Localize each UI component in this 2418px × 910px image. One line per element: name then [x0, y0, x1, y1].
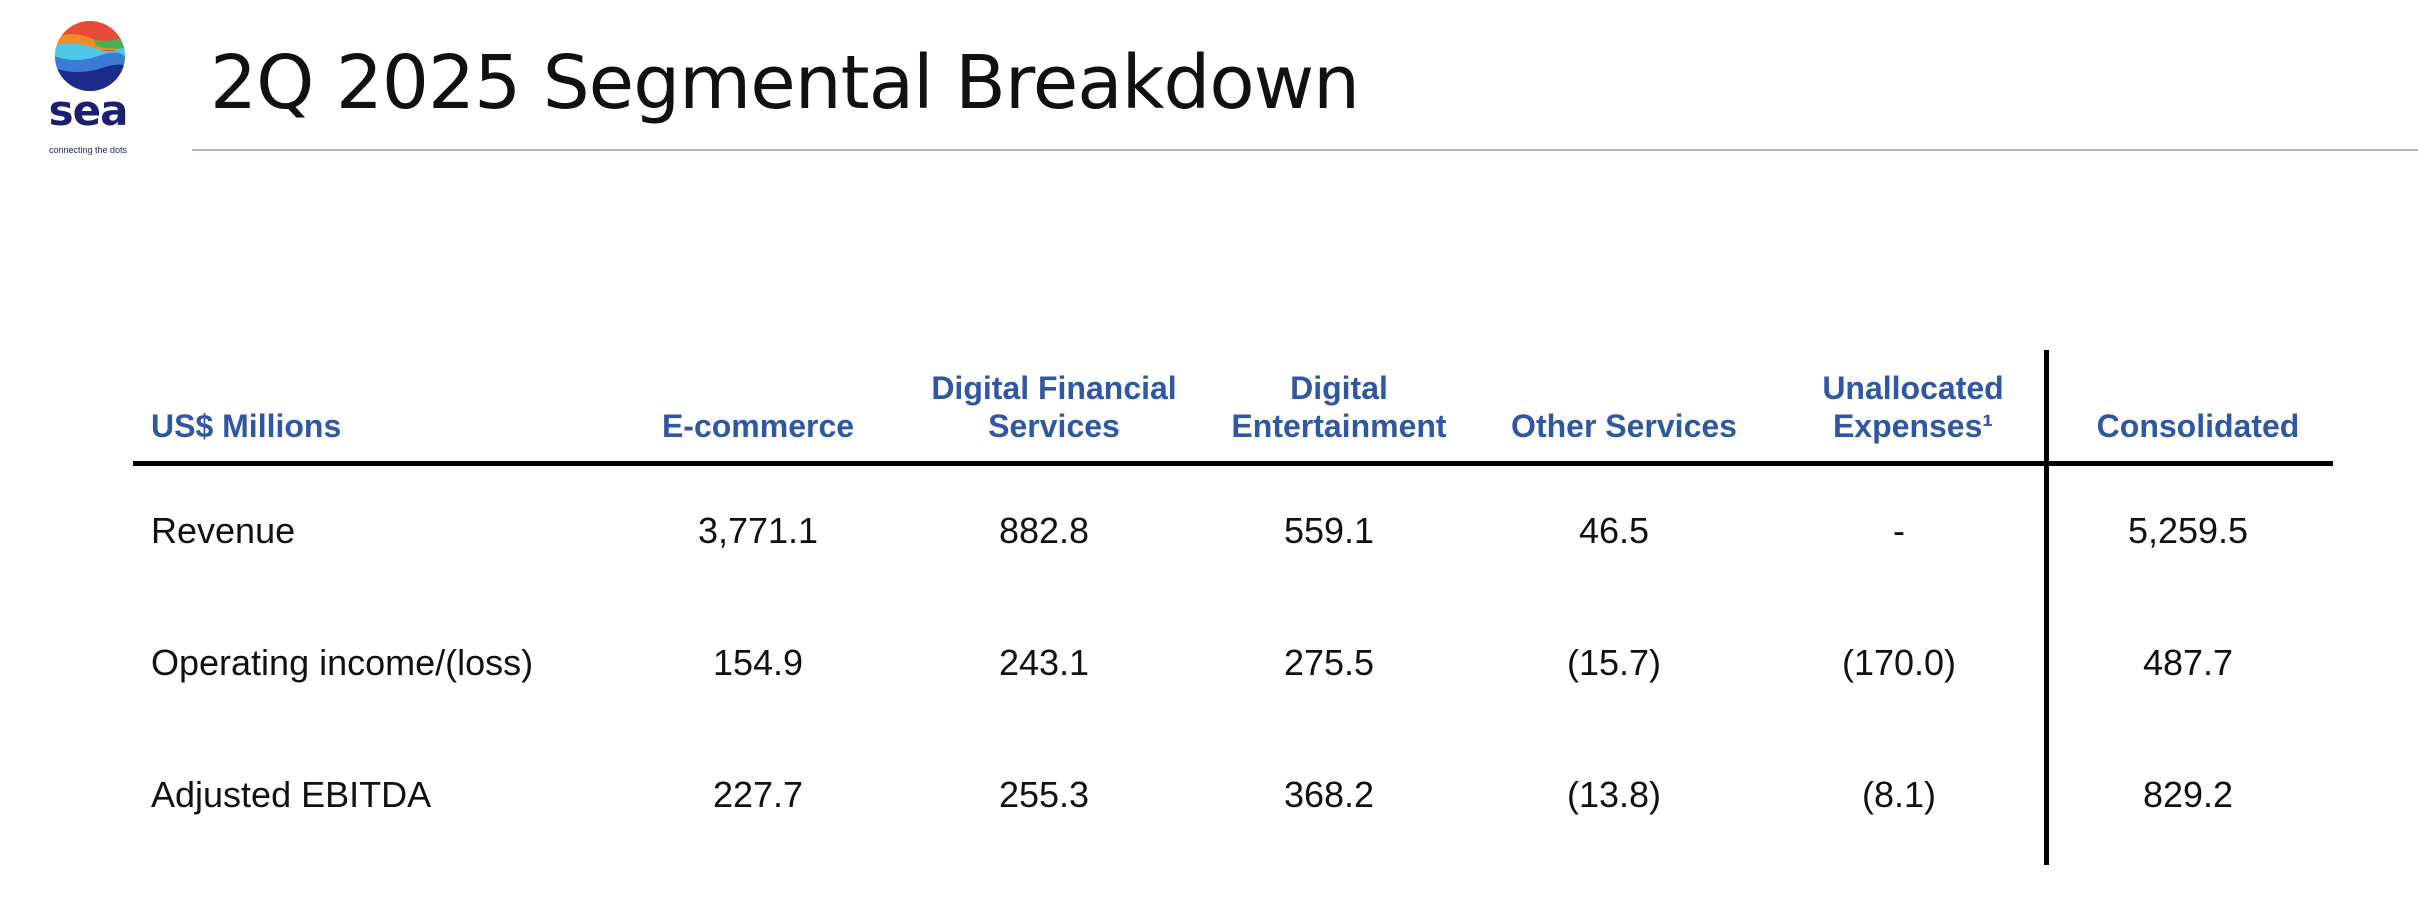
cell-ebitda-unallocated: (8.1) — [1861, 774, 1937, 815]
row-label-revenue: Revenue — [151, 510, 296, 551]
cell-opinc-de: 275.5 — [1283, 642, 1375, 683]
cell-ebitda-de: 368.2 — [1283, 774, 1375, 815]
cell-revenue-de: 559.1 — [1283, 510, 1375, 551]
header-digital-entertainment: Digital Entertainment — [1231, 370, 1447, 444]
cell-revenue-ecommerce: 3,771.1 — [697, 510, 819, 551]
sea-logo-icon — [55, 21, 125, 91]
header-unallocated-expenses: Unallocated Expenses¹ — [1822, 370, 2004, 444]
header-ecommerce: E-commerce — [661, 408, 855, 444]
cell-ebitda-other: (13.8) — [1566, 774, 1662, 815]
header-units: US$ Millions — [151, 408, 342, 444]
cell-opinc-consolidated: 487.7 — [2142, 642, 2234, 683]
cell-ebitda-dfs: 255.3 — [998, 774, 1090, 815]
logo-tagline: connecting the dots — [48, 145, 128, 155]
row-label-operating-income: Operating income/(loss) — [151, 642, 534, 683]
cell-revenue-dfs: 882.8 — [998, 510, 1090, 551]
page-title: 2Q 2025 Segmental Breakdown — [210, 40, 1360, 126]
segment-table: US$ Millions E-commerce Digital Financia… — [133, 350, 2333, 865]
header-consolidated: Consolidated — [2096, 408, 2300, 444]
cell-revenue-consolidated: 5,259.5 — [2127, 510, 2249, 551]
cell-revenue-unallocated: - — [1893, 510, 1905, 551]
header-other-services: Other Services — [1511, 408, 1737, 444]
cell-opinc-unallocated: (170.0) — [1841, 642, 1957, 683]
consolidated-divider — [2044, 350, 2049, 865]
header-rule — [133, 461, 2333, 466]
logo-wordmark: sea — [48, 86, 129, 135]
cell-revenue-other: 46.5 — [1578, 510, 1650, 551]
header-digital-financial-services: Digital Financial Services — [931, 370, 1177, 444]
title-divider — [192, 149, 2418, 151]
row-label-adjusted-ebitda: Adjusted EBITDA — [151, 774, 432, 815]
cell-opinc-other: (15.7) — [1566, 642, 1662, 683]
cell-ebitda-ecommerce: 227.7 — [712, 774, 804, 815]
sea-logo: sea connecting the dots — [38, 20, 138, 160]
cell-ebitda-consolidated: 829.2 — [2142, 774, 2234, 815]
cell-opinc-ecommerce: 154.9 — [712, 642, 804, 683]
cell-opinc-dfs: 243.1 — [998, 642, 1090, 683]
